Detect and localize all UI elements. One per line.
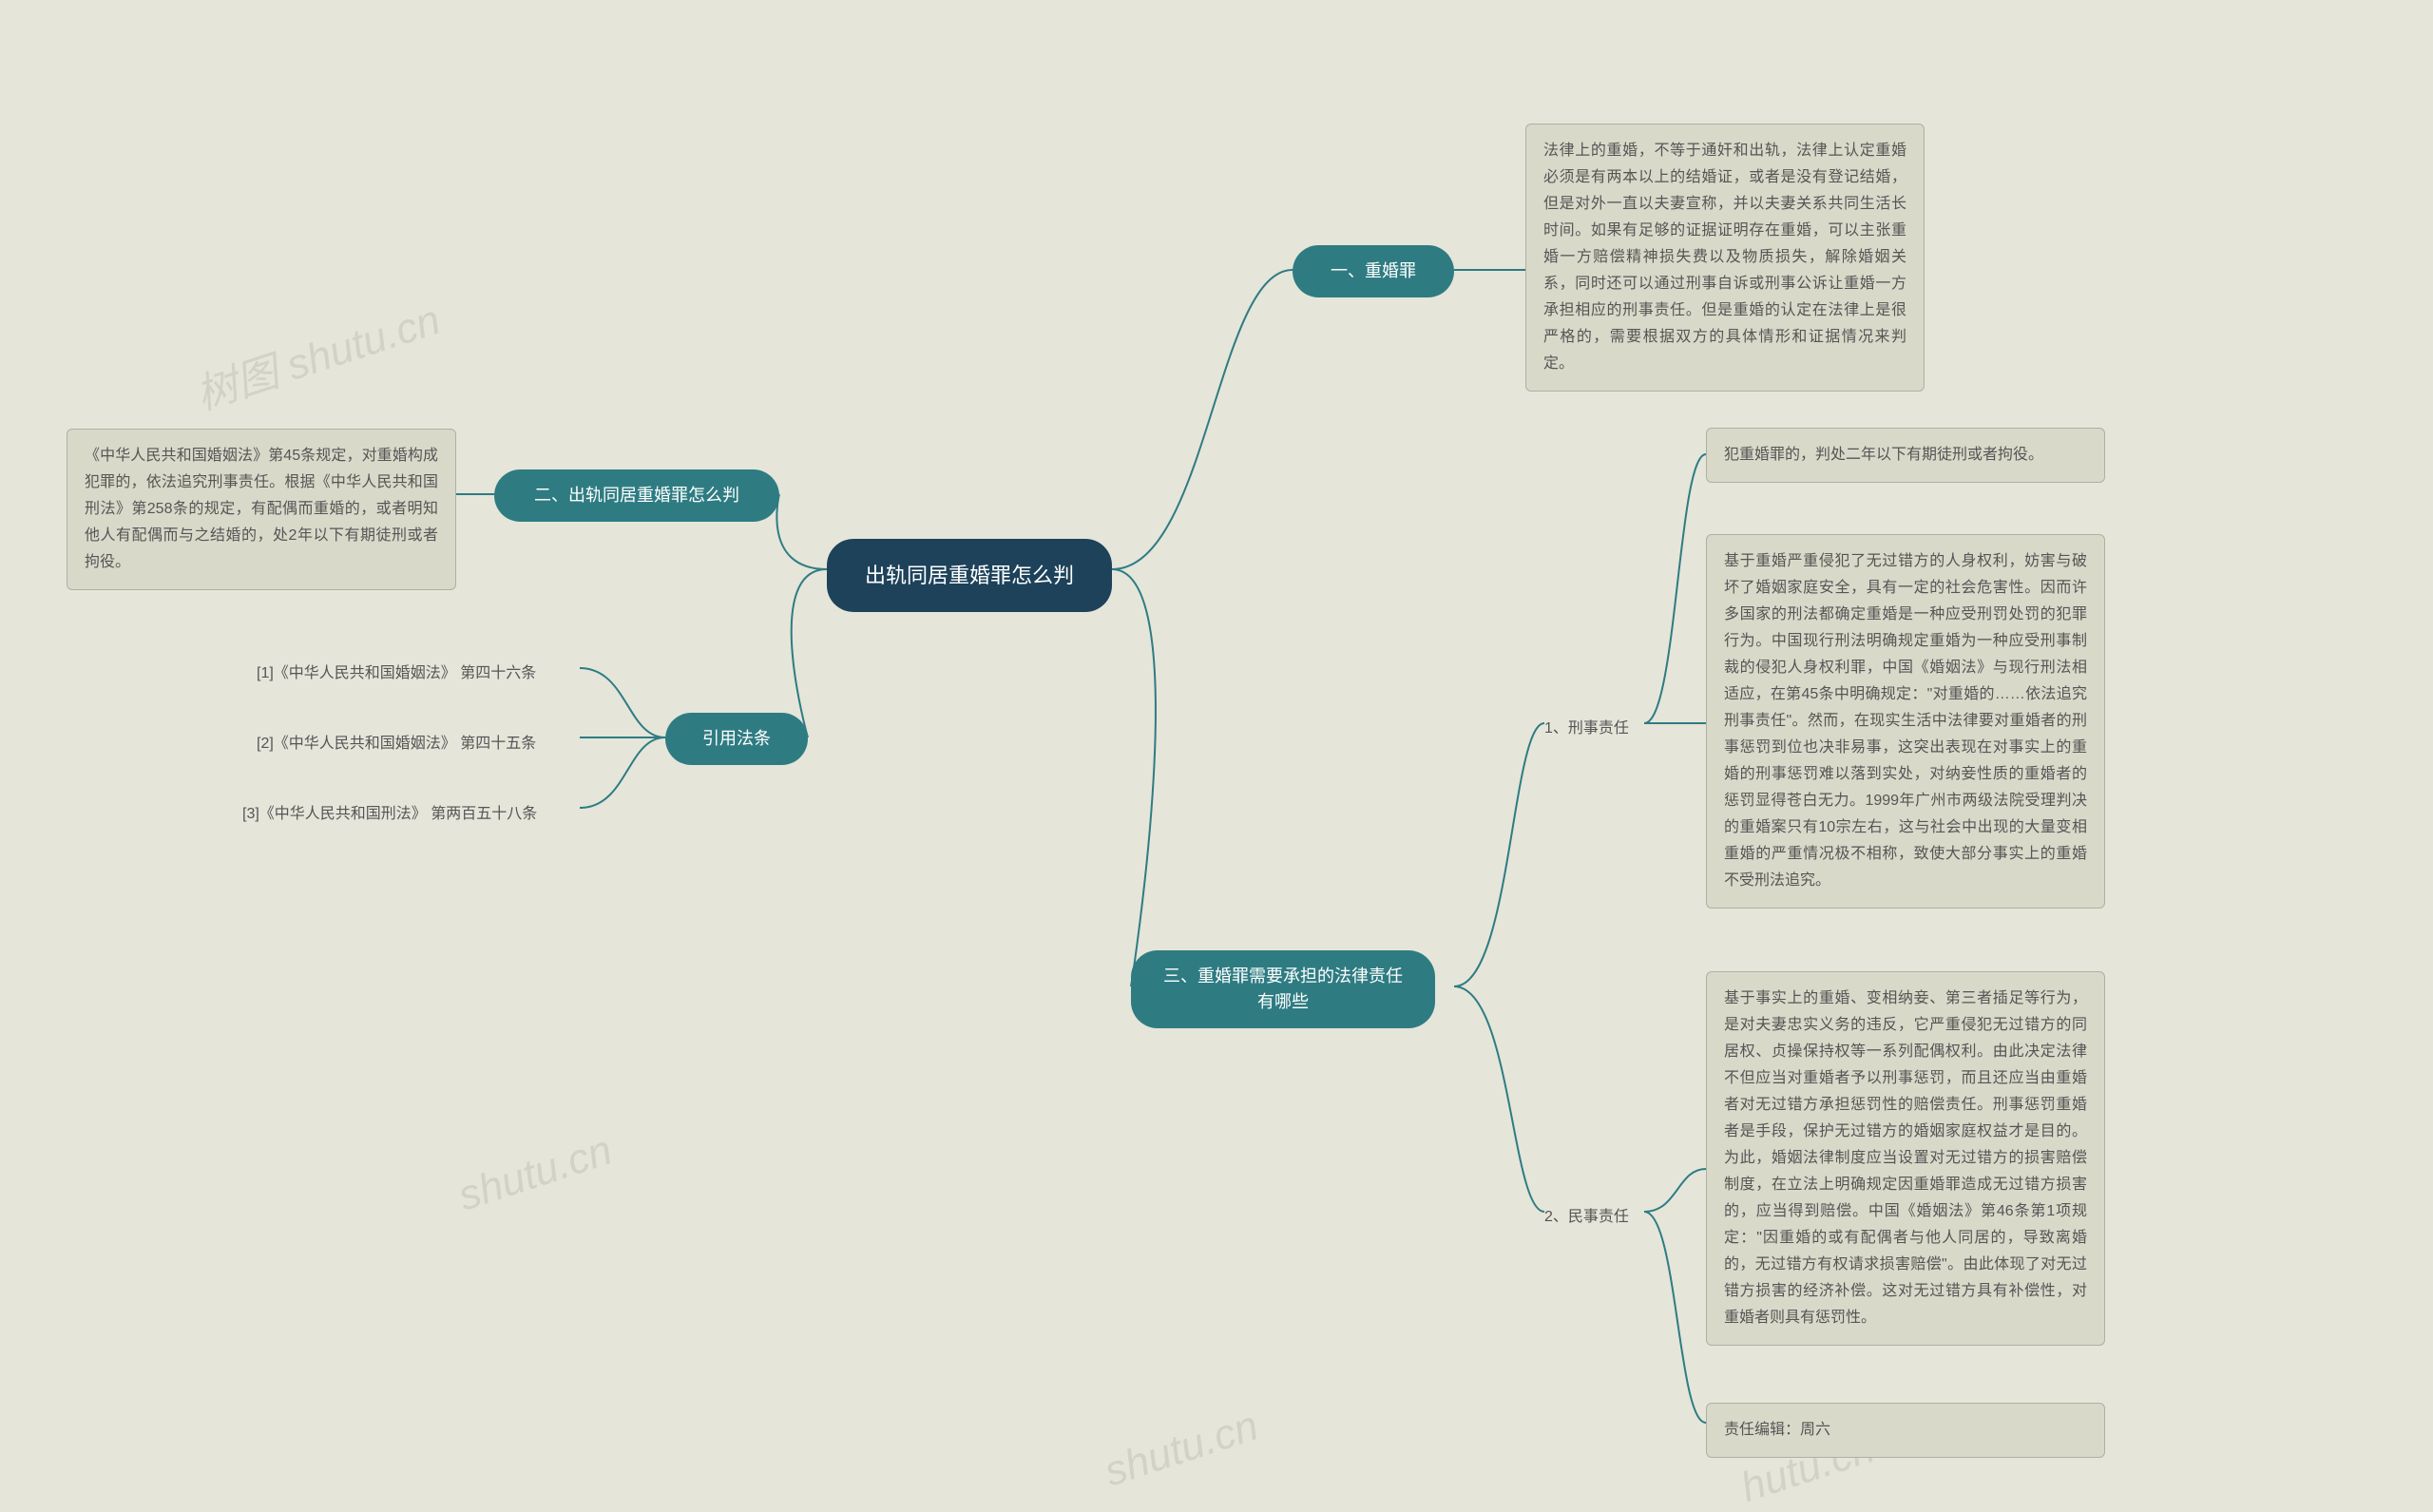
connector-path <box>792 569 827 737</box>
leaf-label: [3]《中华人民共和国刑法》 第两百五十八条 <box>242 800 537 823</box>
branch-node-b4: 引用法条 <box>665 713 808 765</box>
connector-path <box>580 737 665 808</box>
connector-path <box>1644 1212 1706 1423</box>
root-node: 出轨同居重婚罪怎么判 <box>827 539 1112 612</box>
watermark: shutu.cn <box>452 1127 618 1221</box>
connector-path <box>1112 270 1293 569</box>
leaf-label: [1]《中华人民共和国婚姻法》 第四十六条 <box>257 660 536 682</box>
leaf-box: 基于重婚严重侵犯了无过错方的人身权利，妨害与破坏了婚姻家庭安全，具有一定的社会危… <box>1706 534 2105 909</box>
connector-path <box>1644 454 1706 723</box>
connector-path <box>776 494 827 569</box>
branch-node-b1: 一、重婚罪 <box>1293 245 1454 297</box>
connector-path <box>1454 986 1544 1212</box>
leaf-box: 《中华人民共和国婚姻法》第45条规定，对重婚构成犯罪的，依法追究刑事责任。根据《… <box>67 429 456 590</box>
connector-path <box>1644 1169 1706 1212</box>
watermark: shutu.cn <box>1099 1403 1264 1497</box>
watermark: 树图 shutu.cn <box>187 285 447 421</box>
connector-path <box>1112 569 1156 986</box>
connector-path <box>580 668 665 737</box>
leaf-box: 法律上的重婚，不等于通奸和出轨，法律上认定重婚必须是有两本以上的结婚证，或者是没… <box>1525 124 1925 392</box>
leaf-box: 犯重婚罪的，判处二年以下有期徒刑或者拘役。 <box>1706 428 2105 483</box>
branch-node-b3: 三、重婚罪需要承担的法律责任有哪些 <box>1131 950 1435 1028</box>
leaf-label: [2]《中华人民共和国婚姻法》 第四十五条 <box>257 730 536 753</box>
branch-node-b2: 二、出轨同居重婚罪怎么判 <box>494 469 779 522</box>
leaf-box: 责任编辑：周六 <box>1706 1403 2105 1458</box>
connector-path <box>1454 723 1544 986</box>
leaf-box: 基于事实上的重婚、变相纳妾、第三者插足等行为，是对夫妻忠实义务的违反，它严重侵犯… <box>1706 971 2105 1346</box>
leaf-label: 2、民事责任 <box>1544 1203 1629 1226</box>
leaf-label: 1、刑事责任 <box>1544 715 1629 737</box>
